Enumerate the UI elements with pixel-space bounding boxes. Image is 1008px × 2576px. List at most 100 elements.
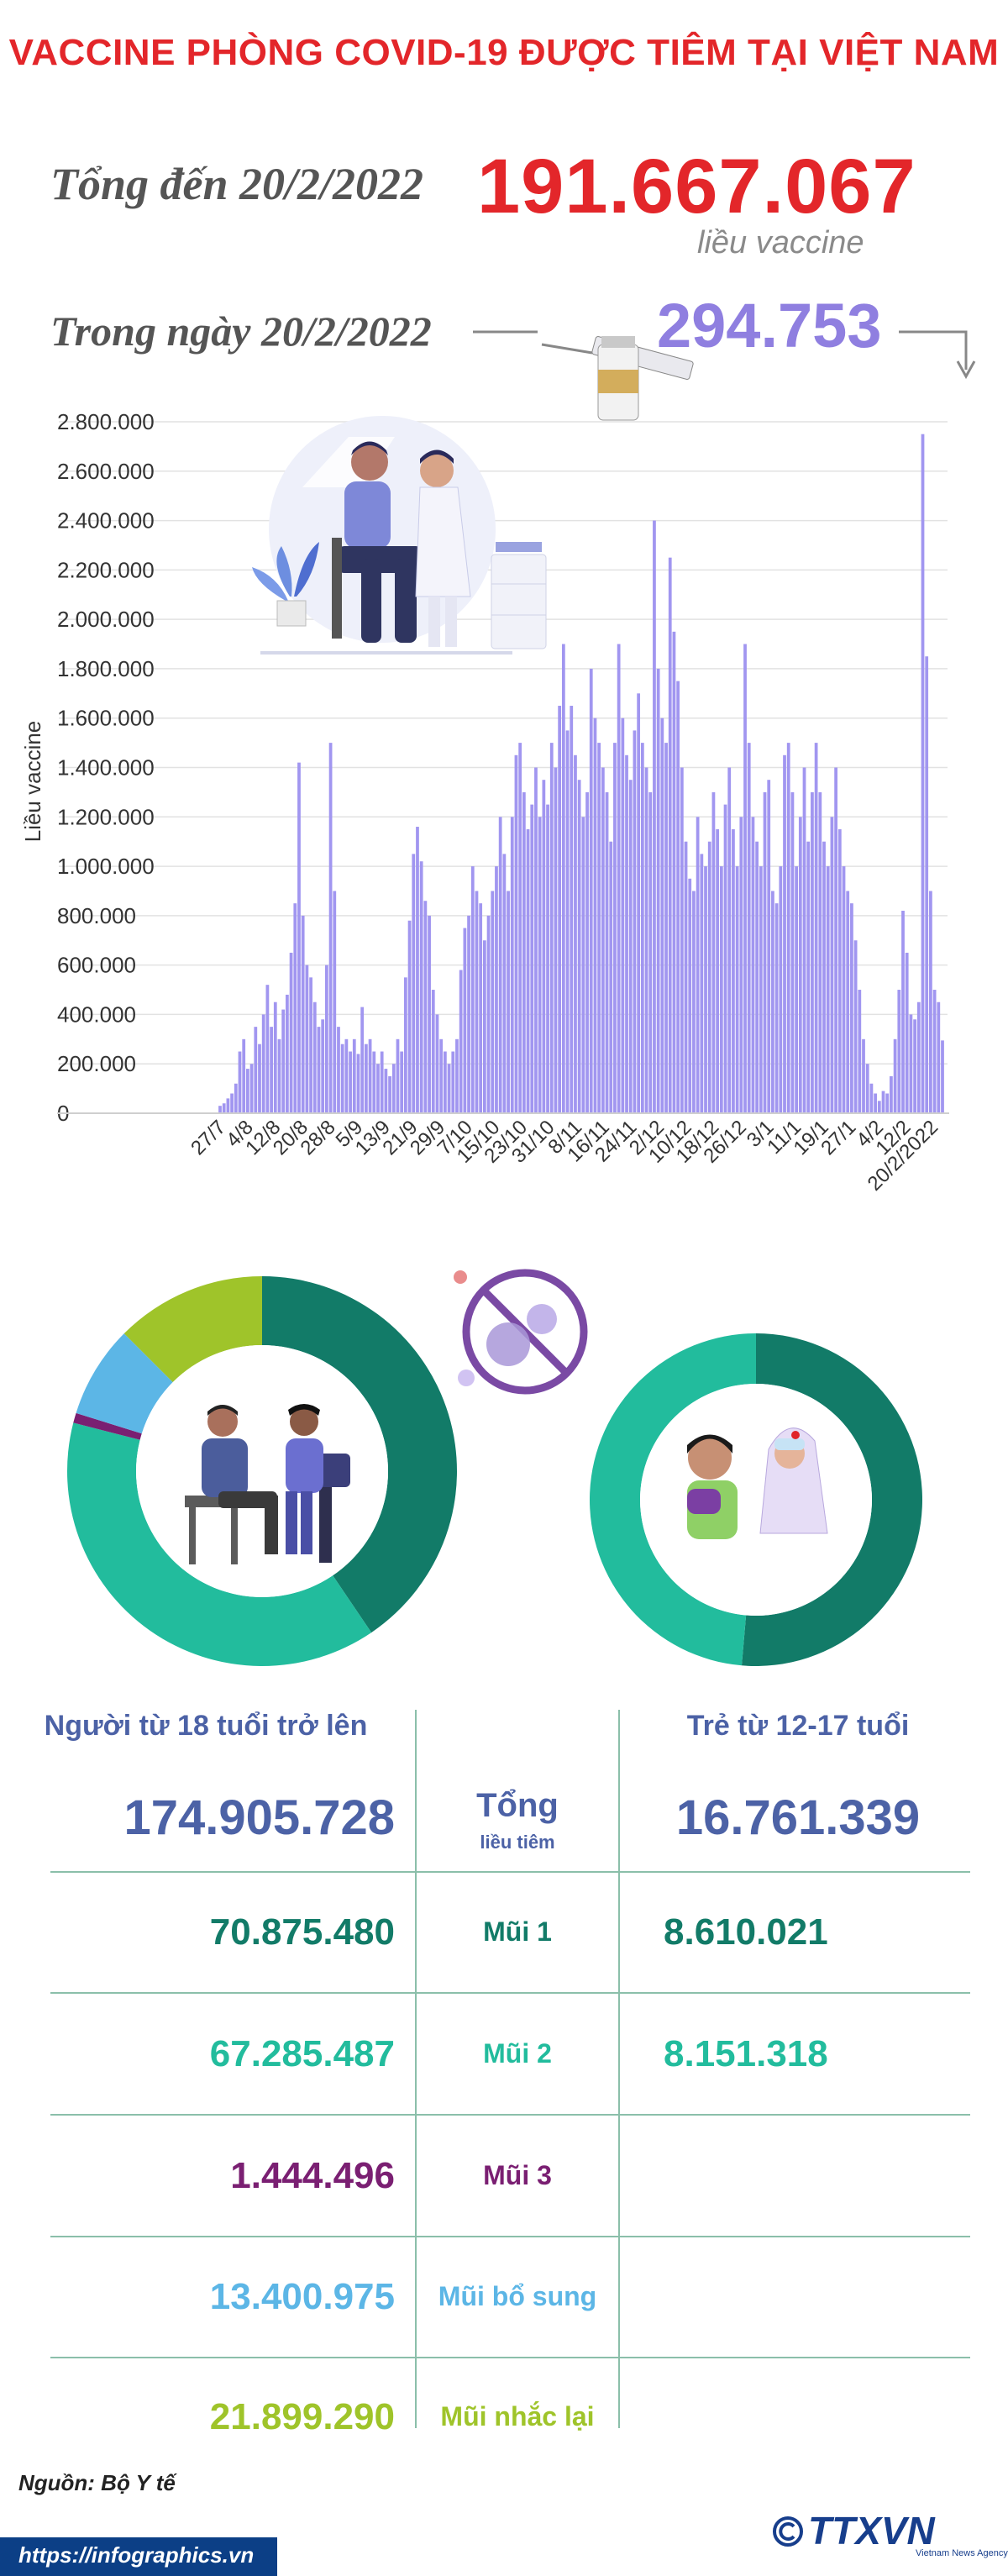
y-tick-label: 2.000.000	[57, 607, 155, 632]
bar	[546, 804, 549, 1113]
y-tick-label: 2.200.000	[57, 557, 155, 582]
bar	[767, 780, 771, 1113]
bar	[380, 1051, 384, 1113]
child-value: 8.610.021	[664, 1911, 828, 1953]
total-label-main: Tổng	[476, 1787, 559, 1824]
bar	[400, 1051, 404, 1113]
bar	[526, 828, 530, 1113]
bar	[696, 817, 700, 1113]
donut-segment	[123, 1276, 262, 1383]
bar	[877, 1101, 881, 1113]
bar	[321, 1019, 325, 1113]
copyright-icon	[773, 2516, 803, 2547]
donut-segment	[741, 1333, 922, 1666]
bar	[558, 706, 562, 1113]
bar	[337, 1027, 340, 1113]
bar	[858, 990, 862, 1113]
bar	[570, 706, 574, 1113]
bar	[419, 861, 423, 1113]
bar	[463, 928, 467, 1113]
adult-value: 13.400.975	[209, 2276, 395, 2317]
bar	[925, 656, 929, 1113]
bar	[396, 1038, 400, 1113]
y-tick-label: 1.600.000	[57, 706, 155, 731]
day-value: 294.753	[657, 291, 882, 360]
y-tick-label: 800.000	[57, 903, 136, 928]
bar	[814, 743, 818, 1113]
bar	[507, 891, 510, 1113]
child-total: 16.761.339	[675, 1790, 921, 1845]
page-title: VACCINE PHÒNG COVID-19 ĐƯỢC TIÊM TẠI VIỆ…	[8, 32, 1000, 73]
bar	[672, 631, 676, 1113]
bar	[783, 754, 786, 1113]
y-tick-label: 600.000	[57, 953, 136, 978]
bar	[755, 841, 759, 1113]
adult-value: 21.899.290	[209, 2396, 395, 2437]
bar	[585, 791, 589, 1113]
bar	[921, 434, 925, 1113]
bar	[522, 791, 526, 1113]
dose-label: Mũi 2	[483, 2038, 552, 2069]
bar	[261, 1014, 265, 1113]
bar	[842, 866, 846, 1113]
bar	[352, 1038, 356, 1113]
bar	[455, 1038, 459, 1113]
y-tick-label: 1.400.000	[57, 755, 155, 781]
bar	[648, 791, 653, 1113]
y-tick-label: 200.000	[57, 1051, 136, 1076]
bar	[850, 903, 853, 1113]
bar	[518, 743, 522, 1113]
bar	[344, 1038, 349, 1113]
arrow-line	[899, 330, 968, 370]
bar	[281, 1009, 286, 1113]
bar	[941, 1040, 944, 1113]
patient-figure	[332, 441, 424, 643]
vaccination-illustration	[252, 416, 547, 655]
bar	[502, 854, 507, 1113]
bar	[222, 1103, 226, 1113]
bar	[711, 791, 716, 1113]
bar	[391, 1064, 396, 1113]
bar	[830, 817, 834, 1113]
bar	[258, 1044, 261, 1113]
adult-value: 67.285.487	[209, 2033, 395, 2074]
bar	[885, 1093, 890, 1113]
bar	[759, 866, 763, 1113]
dose-label: Mũi 3	[483, 2160, 552, 2190]
child-header: Trẻ từ 12-17 tuổi	[686, 1710, 910, 1742]
dose-label: Mũi 1	[483, 1916, 552, 1947]
bar	[822, 841, 826, 1113]
y-tick-label: 2.800.000	[57, 409, 155, 434]
bar	[416, 827, 419, 1113]
bar	[340, 1044, 344, 1113]
bar	[467, 915, 470, 1113]
donut-segment	[589, 1333, 756, 1666]
bar	[644, 767, 648, 1113]
bar	[491, 891, 495, 1113]
url-bar	[0, 2537, 277, 2576]
bar	[700, 854, 704, 1113]
child-value: 8.151.318	[664, 2033, 828, 2074]
bar	[846, 891, 850, 1113]
arrow-head	[956, 360, 976, 380]
bar	[763, 791, 767, 1113]
bar	[226, 1098, 230, 1113]
adult-total: 174.905.728	[123, 1790, 395, 1845]
bar	[668, 557, 672, 1113]
dose-label: Mũi nhắc lại	[440, 2401, 595, 2431]
bar	[834, 767, 837, 1113]
bar	[277, 1038, 281, 1113]
bar	[865, 1064, 869, 1113]
syringe-icon	[541, 336, 694, 421]
bar	[692, 891, 696, 1113]
bar	[482, 940, 486, 1113]
bar	[365, 1044, 368, 1113]
bar	[704, 866, 707, 1113]
bar	[890, 1075, 893, 1113]
bar	[297, 762, 301, 1113]
bar	[286, 994, 289, 1113]
bar	[534, 767, 538, 1113]
agency-logo-subtitle: Vietnam News Agency	[916, 2548, 1008, 2558]
source-url[interactable]: https://infographics.vn	[18, 2542, 255, 2568]
bar	[640, 743, 644, 1113]
